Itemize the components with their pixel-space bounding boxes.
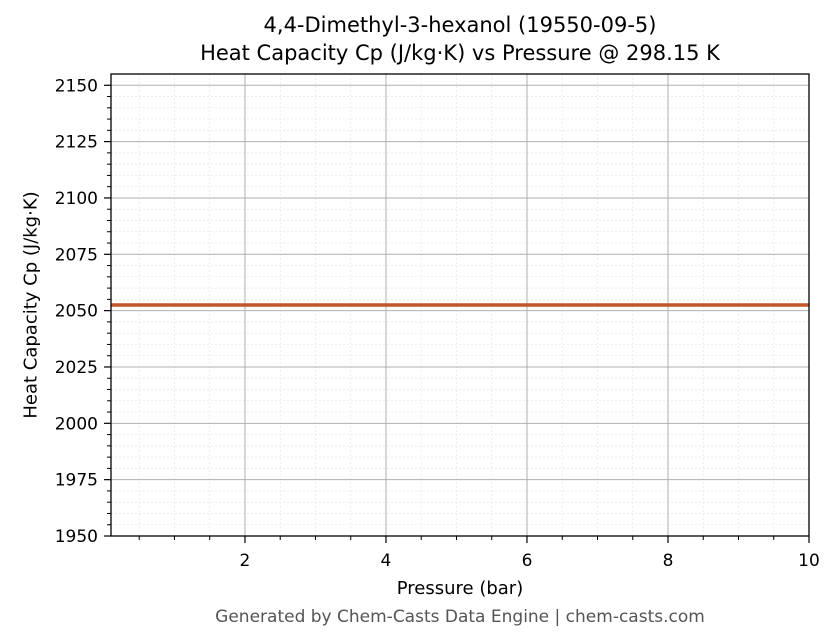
footer-credit: Generated by Chem-Casts Data Engine | ch…	[215, 607, 705, 627]
y-tick-label: 2150	[55, 76, 98, 96]
plot-frame	[110, 73, 810, 537]
y-tick-label: 2050	[55, 302, 98, 322]
x-tick-label: 6	[522, 551, 533, 571]
x-tick-label: 4	[381, 551, 392, 571]
axis-ticks	[104, 84, 810, 543]
minor-grid	[111, 74, 809, 536]
y-tick-label: 2125	[55, 133, 98, 153]
y-tick-label: 1975	[55, 471, 98, 491]
chart-subtitle: Heat Capacity Cp (J/kg·K) vs Pressure @ …	[200, 41, 720, 65]
x-tick-label: 2	[240, 551, 251, 571]
y-tick-label: 2025	[55, 358, 98, 378]
x-tick-label: 8	[663, 551, 674, 571]
axis-tick-labels: 2 4 6 8 10 1950 1975 2000 2025 2050 2075 2100 2125 21…	[55, 76, 820, 571]
y-tick-label: 1950	[55, 527, 98, 547]
y-axis-label: Heat Capacity Cp (J/kg·K)	[20, 191, 41, 418]
y-tick-label: 2100	[55, 189, 98, 209]
x-axis-label: Pressure (bar)	[397, 578, 523, 599]
y-tick-label: 2075	[55, 245, 98, 265]
chart-title: 4,4-Dimethyl-3-hexanol (19550-09-5)	[263, 13, 657, 37]
y-tick-label: 2000	[55, 414, 98, 434]
x-tick-label: 10	[798, 551, 820, 571]
